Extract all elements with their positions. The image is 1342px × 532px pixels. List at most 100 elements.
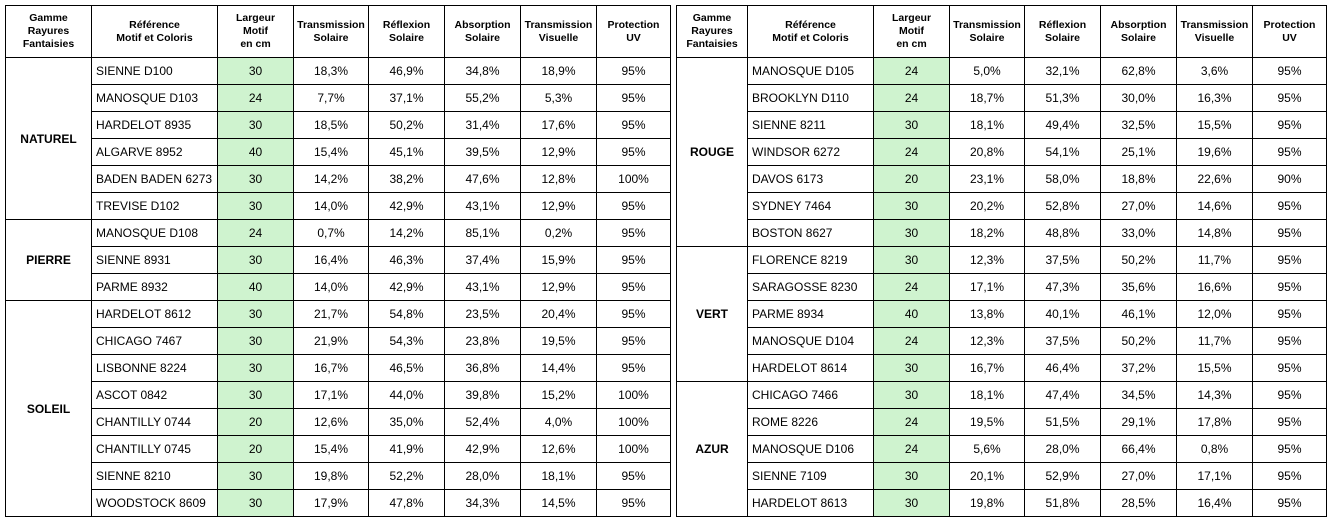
width-cell: 30 bbox=[217, 57, 294, 85]
protection-uv-cell: 95% bbox=[596, 273, 671, 301]
width-cell: 30 bbox=[873, 192, 950, 220]
absorption-solaire-cell: 50,2% bbox=[1100, 246, 1177, 274]
absorption-solaire-cell: 18,8% bbox=[1100, 165, 1177, 193]
transmission-solaire-cell: 18,3% bbox=[293, 57, 369, 85]
reference-cell: SARAGOSSE 8230 bbox=[747, 273, 874, 301]
table-row: AZUR CHICAGO 7466 30 18,1% 47,4% 34,5% 14,3% 95… bbox=[676, 381, 1327, 517]
protection-uv-cell: 95% bbox=[1252, 84, 1327, 112]
protection-uv-cell: 95% bbox=[596, 84, 671, 112]
transmission-solaire-cell: 14,0% bbox=[293, 273, 369, 301]
header-absorption-solaire: Absorption Solaire bbox=[1100, 5, 1177, 58]
width-cell: 30 bbox=[217, 489, 294, 517]
group-label-cell: SOLEIL bbox=[5, 300, 92, 517]
table-row: SARAGOSSE 8230 24 17,1% 47,3% 35,6% 16,6% 95% bbox=[677, 273, 1327, 301]
absorption-solaire-cell: 43,1% bbox=[444, 192, 521, 220]
group-label-cell: PIERRE bbox=[5, 219, 92, 301]
width-cell: 30 bbox=[217, 165, 294, 193]
reflexion-solaire-cell: 51,5% bbox=[1024, 408, 1101, 436]
table-row: SIENNE 8210 30 19,8% 52,2% 28,0% 18,1% 95% bbox=[6, 462, 671, 490]
reference-cell: MANOSQUE D103 bbox=[91, 84, 218, 112]
reflexion-solaire-cell: 49,4% bbox=[1024, 111, 1101, 139]
width-cell: 30 bbox=[217, 462, 294, 490]
transmission-solaire-cell: 16,7% bbox=[949, 354, 1025, 382]
protection-uv-cell: 95% bbox=[596, 327, 671, 355]
absorption-solaire-cell: 34,5% bbox=[1100, 381, 1177, 409]
table-row: WOODSTOCK 8609 30 17,9% 47,8% 34,3% 14,5% 95% bbox=[6, 489, 671, 517]
table-row: BOSTON 8627 30 18,2% 48,8% 33,0% 14,8% 95% bbox=[677, 219, 1327, 247]
table-row: LISBONNE 8224 30 16,7% 46,5% 36,8% 14,4% 95% bbox=[6, 354, 671, 382]
reflexion-solaire-cell: 54,3% bbox=[368, 327, 445, 355]
reflexion-solaire-cell: 46,4% bbox=[1024, 354, 1101, 382]
transmission-solaire-cell: 12,3% bbox=[949, 327, 1025, 355]
transmission-solaire-cell: 16,7% bbox=[293, 354, 369, 382]
transmission-visuelle-cell: 3,6% bbox=[1176, 57, 1253, 85]
reference-cell: BROOKLYN D110 bbox=[747, 84, 874, 112]
reference-cell: ROME 8226 bbox=[747, 408, 874, 436]
protection-uv-cell: 95% bbox=[1252, 381, 1327, 409]
absorption-solaire-cell: 39,8% bbox=[444, 381, 521, 409]
transmission-solaire-cell: 21,9% bbox=[293, 327, 369, 355]
absorption-solaire-cell: 34,8% bbox=[444, 57, 521, 85]
reference-cell: MANOSQUE D105 bbox=[747, 57, 874, 85]
reference-cell: CHICAGO 7467 bbox=[91, 327, 218, 355]
transmission-solaire-cell: 18,2% bbox=[949, 219, 1025, 247]
width-cell: 30 bbox=[217, 354, 294, 382]
reflexion-solaire-cell: 52,8% bbox=[1024, 192, 1101, 220]
absorption-solaire-cell: 85,1% bbox=[444, 219, 521, 247]
width-cell: 24 bbox=[873, 138, 950, 166]
protection-uv-cell: 95% bbox=[596, 219, 671, 247]
reference-cell: CHANTILLY 0744 bbox=[91, 408, 218, 436]
transmission-visuelle-cell: 16,4% bbox=[1176, 489, 1253, 517]
absorption-solaire-cell: 31,4% bbox=[444, 111, 521, 139]
transmission-visuelle-cell: 14,4% bbox=[520, 354, 597, 382]
protection-uv-cell: 90% bbox=[1252, 165, 1327, 193]
reflexion-solaire-cell: 46,9% bbox=[368, 57, 445, 85]
transmission-solaire-cell: 19,8% bbox=[293, 462, 369, 490]
protection-uv-cell: 100% bbox=[596, 408, 671, 436]
transmission-visuelle-cell: 19,6% bbox=[1176, 138, 1253, 166]
width-cell: 20 bbox=[873, 165, 950, 193]
width-cell: 30 bbox=[217, 246, 294, 274]
transmission-visuelle-cell: 12,9% bbox=[520, 273, 597, 301]
transmission-solaire-cell: 19,5% bbox=[949, 408, 1025, 436]
width-cell: 24 bbox=[873, 273, 950, 301]
width-cell: 24 bbox=[217, 84, 294, 112]
transmission-visuelle-cell: 16,3% bbox=[1176, 84, 1253, 112]
reflexion-solaire-cell: 52,2% bbox=[368, 462, 445, 490]
transmission-solaire-cell: 21,7% bbox=[293, 300, 369, 328]
protection-uv-cell: 95% bbox=[1252, 300, 1327, 328]
transmission-visuelle-cell: 12,8% bbox=[520, 165, 597, 193]
transmission-visuelle-cell: 4,0% bbox=[520, 408, 597, 436]
transmission-visuelle-cell: 20,4% bbox=[520, 300, 597, 328]
absorption-solaire-cell: 35,6% bbox=[1100, 273, 1177, 301]
reference-cell: TREVISE D102 bbox=[91, 192, 218, 220]
header-gamme: Gamme Rayures Fantaisies bbox=[676, 5, 748, 58]
group-label-cell: NATUREL bbox=[5, 57, 92, 220]
width-cell: 40 bbox=[873, 300, 950, 328]
absorption-solaire-cell: 27,0% bbox=[1100, 192, 1177, 220]
width-cell: 30 bbox=[873, 219, 950, 247]
table-row: MANOSQUE D104 24 12,3% 37,5% 50,2% 11,7% 95% bbox=[677, 327, 1327, 355]
transmission-solaire-cell: 5,6% bbox=[949, 435, 1025, 463]
reference-cell: MANOSQUE D108 bbox=[91, 219, 218, 247]
transmission-solaire-cell: 20,8% bbox=[949, 138, 1025, 166]
group-label-cell: ROUGE bbox=[676, 57, 748, 247]
table-row: SYDNEY 7464 30 20,2% 52,8% 27,0% 14,6% 95% bbox=[677, 192, 1327, 220]
table-row: BADEN BADEN 6273 30 14,2% 38,2% 47,6% 12,8% 10… bbox=[6, 165, 671, 193]
reflexion-solaire-cell: 38,2% bbox=[368, 165, 445, 193]
reflexion-solaire-cell: 47,4% bbox=[1024, 381, 1101, 409]
protection-uv-cell: 95% bbox=[1252, 489, 1327, 517]
reflexion-solaire-cell: 35,0% bbox=[368, 408, 445, 436]
table-row: ROUGE MANOSQUE D105 24 5,0% 32,1% 62,8% 3,6% 95… bbox=[676, 57, 1327, 247]
absorption-solaire-cell: 43,1% bbox=[444, 273, 521, 301]
table-row: PIERRE MANOSQUE D108 24 0,7% 14,2% 85,1% 0,2% 9… bbox=[5, 219, 671, 301]
reflexion-solaire-cell: 45,1% bbox=[368, 138, 445, 166]
width-cell: 30 bbox=[873, 354, 950, 382]
transmission-visuelle-cell: 18,1% bbox=[520, 462, 597, 490]
reference-cell: FLORENCE 8219 bbox=[747, 246, 874, 274]
transmission-visuelle-cell: 0,2% bbox=[520, 219, 597, 247]
table-row: VERT FLORENCE 8219 30 12,3% 37,5% 50,2% 11,7% 9… bbox=[676, 246, 1327, 382]
transmission-solaire-cell: 17,1% bbox=[949, 273, 1025, 301]
reference-cell: SIENNE D100 bbox=[91, 57, 218, 85]
protection-uv-cell: 95% bbox=[596, 246, 671, 274]
